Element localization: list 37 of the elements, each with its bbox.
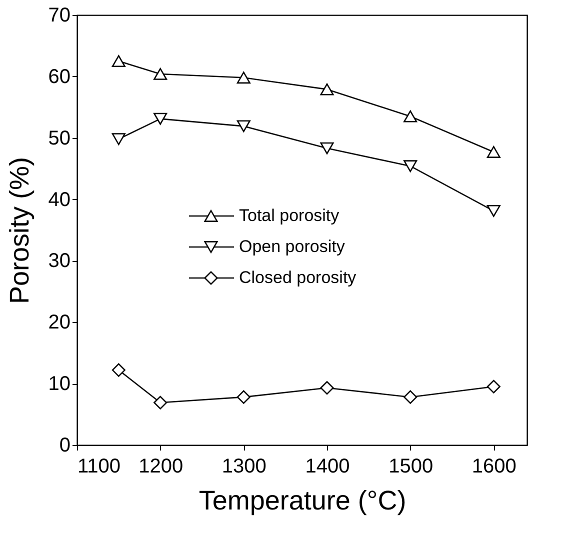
- x-tick-label: 1500: [388, 456, 434, 478]
- point: [320, 381, 334, 395]
- point: [112, 363, 126, 377]
- legend-label: Open porosity: [239, 237, 346, 256]
- x-tick-label: 1300: [222, 456, 266, 478]
- point: [112, 55, 126, 68]
- point: [320, 83, 334, 96]
- y-tick-label: 50: [48, 127, 70, 150]
- y-axis-title: Porosity (%): [4, 156, 34, 304]
- y-tick-label: 70: [48, 4, 70, 26]
- y-tick-label: 30: [48, 250, 70, 272]
- point: [486, 380, 500, 394]
- point: [112, 133, 126, 146]
- point: [486, 205, 500, 217]
- point: [320, 142, 334, 154]
- point: [236, 390, 250, 404]
- point: [236, 72, 250, 84]
- point: [154, 396, 168, 410]
- y-tick-label: 20: [48, 312, 70, 334]
- point: [154, 68, 168, 80]
- y-tick-label: 0: [59, 434, 70, 456]
- x-axis-title: Temperature (°C): [198, 486, 406, 516]
- y-tick-label: 60: [48, 66, 70, 88]
- point: [154, 112, 168, 125]
- point: [404, 390, 418, 404]
- point: [236, 120, 250, 132]
- x-tick-label: 1600: [472, 456, 516, 478]
- x-tick-label: 1100: [78, 456, 121, 478]
- x-tick-label: 1400: [305, 456, 350, 478]
- legend-label: Closed porosity: [239, 268, 357, 287]
- y-tick-label: 10: [48, 373, 70, 396]
- legend-label: Total porosity: [239, 206, 340, 225]
- point: [404, 160, 418, 172]
- point: [404, 110, 418, 122]
- y-tick-label: 40: [48, 188, 70, 211]
- x-tick-label: 1200: [138, 456, 184, 478]
- point: [486, 146, 500, 158]
